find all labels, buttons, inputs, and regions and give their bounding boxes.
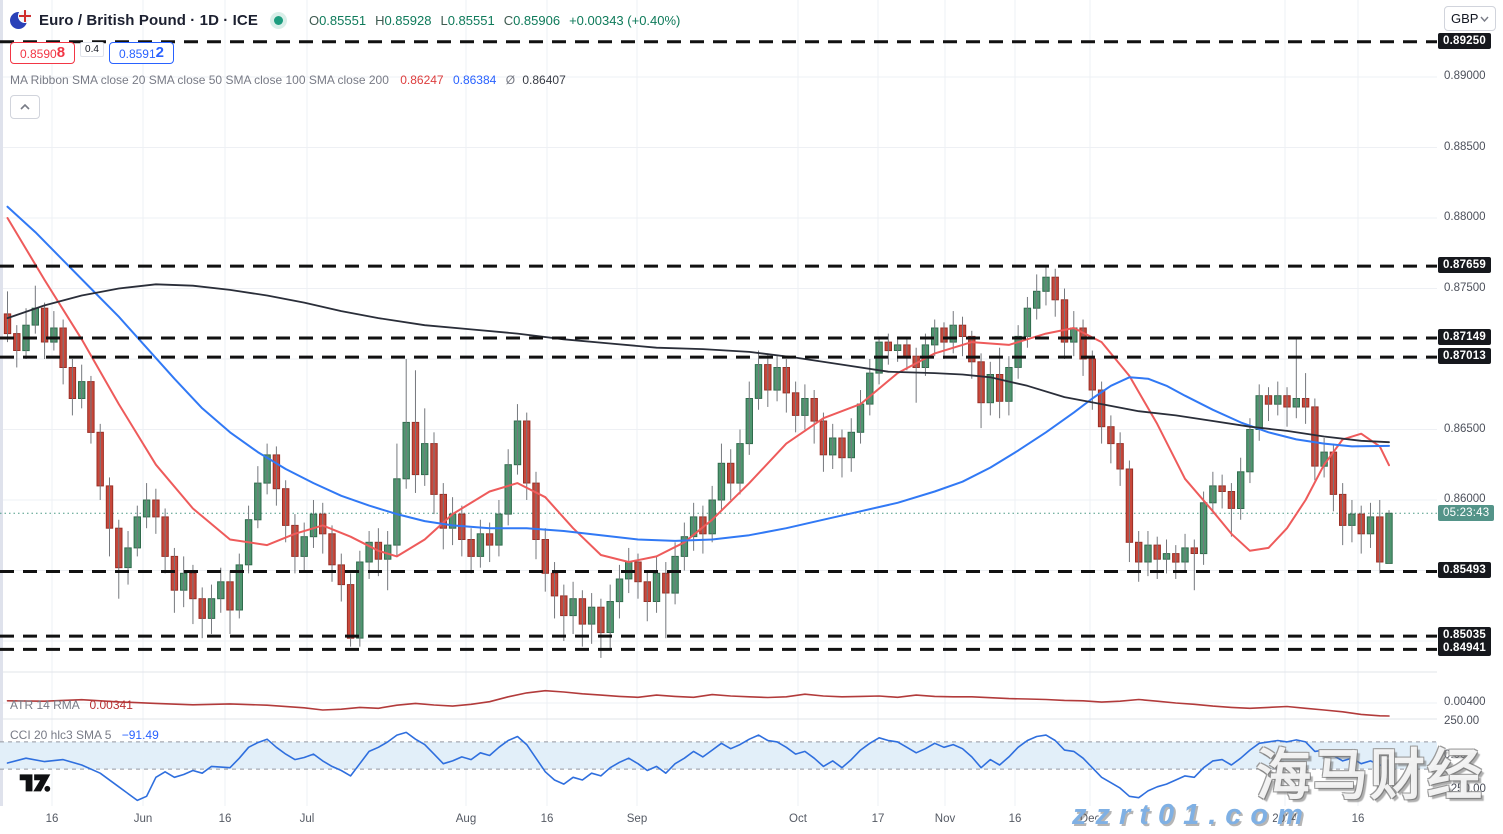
sell-price-pip: 8: [56, 44, 66, 61]
currency-selector[interactable]: GBP: [1444, 6, 1496, 31]
price-level-badge: 0.87659: [1438, 257, 1491, 274]
cci-line: [6, 731, 1390, 802]
sma200-line: [6, 283, 1390, 444]
ohlc-values: O0.85551 H0.85928 L0.85551 C0.85906 +0.0…: [309, 13, 680, 28]
cci-axis-label: −250.00: [1444, 782, 1486, 795]
price-level-badge: 0.87013: [1438, 348, 1491, 365]
high-value: 0.85928: [384, 12, 432, 28]
time-tick-label: Jun: [133, 813, 153, 825]
time-tick-label: Oct: [789, 813, 807, 825]
time-tick-label: 16: [45, 813, 59, 825]
legend: Euro / British Pound · 1D · ICE O0.85551…: [10, 8, 680, 119]
cci-axis-label: 250.00: [1444, 714, 1480, 727]
candlestick-series: [3, 276, 1393, 639]
spread-value: 0.4: [80, 41, 104, 57]
time-tick-label: 16: [1008, 813, 1022, 825]
atr-value: 0.00341: [89, 698, 133, 712]
price-axis-label: 0.87500: [1444, 281, 1486, 294]
time-tick-label: Aug: [455, 813, 477, 825]
tradingview-logo[interactable]: [18, 768, 52, 801]
ma-average-symbol: Ø: [505, 73, 516, 87]
symbol-title[interactable]: Euro / British Pound · 1D · ICE: [39, 11, 258, 29]
time-tick-label: Dec: [1079, 813, 1101, 825]
time-tick-label: Sep: [626, 813, 648, 825]
buy-price-pip: 2: [155, 44, 164, 61]
time-axis[interactable]: 16 Jun 16 Jul Aug 16 Sep Oct 17 Nov 16 Dec 2024 16: [0, 806, 1503, 834]
cci-axis-label: 0.00: [1444, 748, 1467, 761]
open-value: 0.85551: [319, 12, 367, 28]
sma50-value: 0.86384: [452, 73, 497, 87]
cci-value: −91.49: [121, 728, 159, 742]
sma20-line: [6, 217, 1390, 563]
high-label: H: [375, 12, 385, 28]
close-value: 0.85906: [513, 12, 561, 28]
time-tick-label: 16: [1351, 813, 1365, 825]
time-tick-label: 2024: [1272, 813, 1298, 825]
price-level-badge: 0.84941: [1438, 640, 1491, 657]
atr-axis-label: 0.00400: [1444, 696, 1486, 708]
time-tick-label: 16: [218, 813, 232, 825]
currency-label: GBP: [1451, 11, 1479, 26]
atr-label: ATR 14 RMA: [10, 698, 80, 712]
collapse-legend-button[interactable]: [10, 95, 40, 119]
time-tick-label: 17: [871, 813, 885, 825]
price-level-badge: 0.87149: [1438, 328, 1491, 345]
price-axis[interactable]: GBP 0.89000 0.88500 0.88000 0.87500 0.86500 0…: [1437, 0, 1503, 806]
ma-ribbon-label: MA Ribbon SMA close 20 SMA close 50 SMA …: [10, 73, 389, 87]
low-value: 0.85551: [447, 12, 495, 28]
atr-line: [6, 689, 1390, 717]
chevron-down-icon: [1480, 16, 1489, 22]
time-tick-label: 16: [540, 813, 554, 825]
change-value: +0.00343 (+0.40%): [569, 12, 681, 28]
price-axis-label: 0.86500: [1444, 422, 1486, 435]
ma-ribbon-legend[interactable]: MA Ribbon SMA close 20 SMA close 50 SMA …: [10, 73, 680, 87]
candle-countdown-badge: 05:23:43: [1438, 505, 1495, 522]
sma20-value: 0.86247: [400, 73, 444, 87]
low-label: L: [440, 12, 448, 28]
price-axis-label: 0.88500: [1444, 140, 1486, 153]
tradingview-logo-icon: [19, 774, 51, 792]
sell-price: 0.8590: [20, 47, 57, 61]
time-tick-label: Nov: [934, 813, 956, 825]
atr-legend[interactable]: ATR 14 RMA 0.00341: [10, 698, 133, 712]
open-label: O: [308, 12, 320, 28]
currency-pair-icon: [10, 9, 31, 31]
price-axis-label: 0.86000: [1444, 493, 1486, 505]
sma50-line: [6, 205, 1390, 542]
time-tick-label: Jul: [299, 813, 315, 825]
price-axis-label: 0.89000: [1444, 70, 1486, 82]
cci-legend[interactable]: CCI 20 hlc3 SMA 5 −91.49: [10, 728, 159, 742]
cci-label: CCI 20 hlc3 SMA 5: [10, 728, 112, 742]
ma-average-value: 0.86407: [522, 73, 566, 87]
buy-price: 0.8591: [118, 47, 156, 61]
chevron-up-icon: [20, 104, 30, 110]
market-status-icon: [273, 15, 283, 25]
sell-button[interactable]: 0.8590 8: [10, 42, 76, 64]
price-axis-label: 0.88000: [1444, 211, 1486, 223]
price-level-badge: 0.85035: [1438, 627, 1491, 644]
buy-button[interactable]: 0.8591 2: [108, 42, 174, 64]
close-label: C: [503, 12, 514, 28]
price-level-badge: 0.85493: [1438, 562, 1491, 579]
price-level-badge: 0.89250: [1438, 32, 1491, 49]
